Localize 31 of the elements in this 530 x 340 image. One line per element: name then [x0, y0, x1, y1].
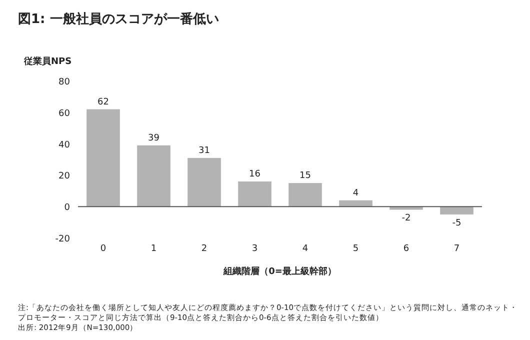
x-axis-title: 組織階層（0=最上級幹部） [222, 266, 336, 277]
y-tick-label: 0 [64, 203, 70, 214]
data-label: 15 [300, 171, 311, 182]
x-tick-label: 0 [100, 244, 106, 254]
y-tick-label: 40 [58, 140, 70, 150]
bar [238, 181, 272, 207]
x-tick-label: 6 [403, 244, 410, 254]
data-label: -5 [452, 218, 462, 228]
x-tick-label: 4 [302, 244, 308, 254]
bar [440, 206, 474, 214]
data-label: 39 [148, 133, 160, 144]
x-tick-label: 1 [150, 244, 157, 254]
y-tick-label: 60 [58, 108, 70, 119]
chart-title: 図1: 一般社員のスコアが一番低い [18, 11, 219, 28]
y-tick-label: 80 [58, 78, 70, 88]
x-tick-label: 3 [252, 244, 258, 254]
data-label: 16 [249, 169, 261, 180]
bar [288, 183, 322, 207]
data-label: -2 [402, 214, 411, 224]
bar [137, 145, 170, 207]
bar [86, 109, 120, 207]
y-axis-title: 従業員NPS [23, 56, 72, 67]
x-tick-label: 2 [201, 244, 208, 254]
x-tick-label: 7 [454, 244, 460, 254]
bar [188, 158, 221, 207]
y-tick-label: 20 [58, 172, 70, 182]
data-label: 62 [98, 97, 109, 108]
x-tick-label: 5 [352, 244, 359, 254]
y-tick-label: -20 [55, 234, 70, 244]
data-label: 4 [352, 188, 359, 198]
data-label: 31 [198, 146, 210, 156]
